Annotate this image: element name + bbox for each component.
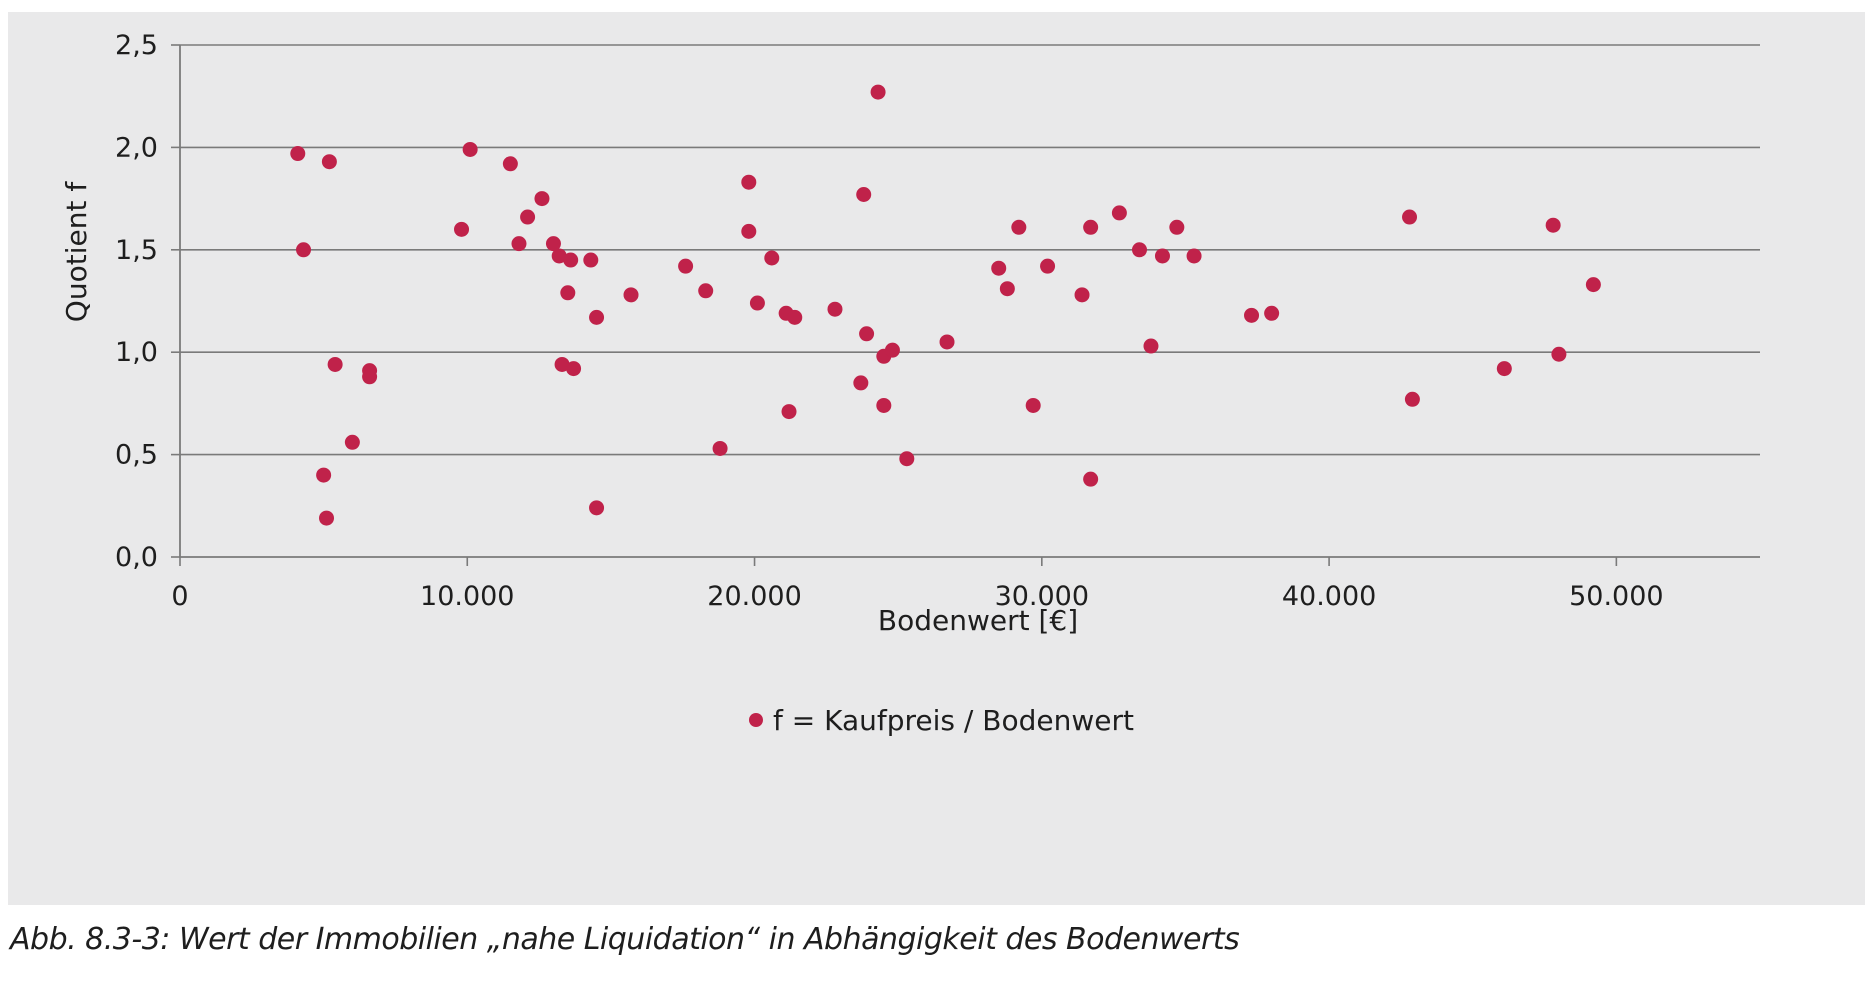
data-point	[327, 356, 343, 372]
data-point	[1264, 305, 1280, 321]
data-point	[1040, 258, 1056, 274]
x-tick-label: 40.000	[1282, 581, 1376, 612]
x-tick-label: 20.000	[707, 581, 801, 612]
data-point	[999, 281, 1015, 297]
data-point	[520, 209, 536, 225]
data-point	[876, 397, 892, 413]
y-axis-title: Quotient f	[60, 181, 93, 323]
axes	[171, 44, 1760, 566]
data-point	[566, 361, 582, 377]
data-point	[1402, 209, 1418, 225]
data-point	[787, 309, 803, 325]
x-tick-label: 30.000	[995, 581, 1089, 612]
chart-figure: 0,0 0,5 1,0 1,5 2,0 2,5 0 10.000 20.000 30.000 40…	[8, 12, 1865, 905]
data-point	[899, 451, 915, 467]
data-point	[856, 187, 872, 203]
data-point	[319, 510, 335, 526]
data-point	[344, 434, 360, 450]
data-point	[502, 156, 518, 172]
data-point	[1074, 287, 1090, 303]
data-point	[560, 285, 576, 301]
y-tick-label: 1,0	[115, 337, 158, 368]
x-axis-title: Bodenwert [€]	[878, 604, 1078, 637]
data-point	[1404, 391, 1420, 407]
data-point	[290, 146, 306, 162]
data-point	[589, 309, 605, 325]
data-point	[1496, 361, 1512, 377]
data-point	[678, 258, 694, 274]
legend-label: f = Kaufpreis / Bodenwert	[773, 704, 1134, 737]
data-point	[589, 500, 605, 516]
figure-caption: Abb. 8.3-3: Wert der Immobilien „nahe Li…	[10, 922, 1240, 957]
data-point	[870, 84, 886, 100]
x-tick-label: 50.000	[1569, 581, 1663, 612]
y-tick-label: 2,5	[115, 30, 158, 61]
data-point	[741, 174, 757, 190]
y-tick-labels: 0,0 0,5 1,0 1,5 2,0 2,5	[115, 30, 158, 573]
y-tick-label: 0,5	[115, 440, 158, 471]
data-point	[1244, 307, 1260, 323]
data-point	[551, 248, 567, 264]
data-point	[554, 356, 570, 372]
x-tick-label: 10.000	[420, 581, 514, 612]
data-point	[563, 252, 579, 268]
data-point	[1551, 346, 1567, 362]
data-point	[1545, 217, 1561, 233]
data-point	[296, 242, 312, 258]
data-point	[511, 236, 527, 252]
y-tick-label: 0,0	[115, 542, 158, 573]
data-point	[781, 404, 797, 420]
data-point	[764, 250, 780, 266]
data-point	[741, 223, 757, 239]
y-tick-label: 1,5	[115, 235, 158, 266]
data-point	[462, 141, 478, 157]
data-point	[545, 236, 561, 252]
data-point	[1131, 242, 1147, 258]
data-point	[749, 295, 765, 311]
legend-marker	[749, 713, 763, 727]
data-point	[827, 301, 843, 317]
data-point	[939, 334, 955, 350]
data-point	[534, 191, 550, 207]
data-point	[583, 252, 599, 268]
scatter-chart: 0,0 0,5 1,0 1,5 2,0 2,5 0 10.000 20.000 30.000 40…	[60, 30, 1760, 737]
data-point	[859, 326, 875, 342]
data-point	[1011, 219, 1027, 235]
data-point	[1143, 338, 1159, 354]
data-point	[454, 221, 470, 237]
data-point	[316, 467, 332, 483]
data-point	[991, 260, 1007, 276]
y-tick-label: 2,0	[115, 132, 158, 163]
data-point	[1585, 277, 1601, 293]
data-point	[853, 375, 869, 391]
data-point	[712, 440, 728, 456]
data-point	[1154, 248, 1170, 264]
data-point	[1186, 248, 1202, 264]
data-point	[1083, 471, 1099, 487]
data-point	[1169, 219, 1185, 235]
gridlines	[180, 44, 1760, 456]
data-points	[290, 84, 1601, 526]
data-point	[698, 283, 714, 299]
data-point	[884, 342, 900, 358]
data-point	[321, 154, 337, 170]
data-point	[1111, 205, 1127, 221]
data-point	[362, 363, 378, 379]
x-tick-label: 0	[171, 581, 188, 612]
data-point	[1025, 397, 1041, 413]
data-point	[623, 287, 639, 303]
data-point	[1083, 219, 1099, 235]
x-tick-labels: 0 10.000 20.000 30.000 40.000 50.000	[171, 581, 1663, 612]
legend: f = Kaufpreis / Bodenwert	[749, 704, 1134, 737]
